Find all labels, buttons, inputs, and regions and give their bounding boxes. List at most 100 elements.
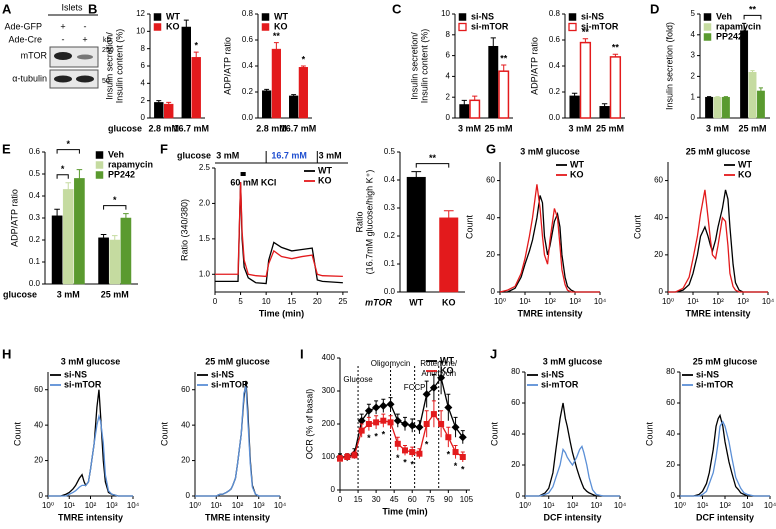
- x-tick-label: 10¹: [687, 297, 699, 306]
- series-line: [499, 184, 600, 293]
- event-label: Oligomycin: [371, 359, 411, 368]
- x-tick-label: 25: [338, 297, 347, 306]
- y-tick-label: 40: [654, 213, 663, 222]
- bar: [488, 45, 499, 119]
- error-bar: [750, 70, 755, 73]
- y-tick-label: 0: [659, 287, 664, 296]
- y-axis-label: Insulin content (%): [419, 29, 429, 104]
- chart-title: 3 mM glucose: [543, 356, 603, 366]
- marker: [458, 433, 467, 442]
- x-tick-label: 10⁴: [594, 297, 607, 306]
- y-axis-label: Insulin content (%): [114, 29, 124, 104]
- y-tick-label: 0.2: [384, 231, 396, 240]
- bar: [51, 215, 63, 285]
- x-tick-label: 0: [213, 297, 218, 306]
- error-bar: [65, 182, 72, 190]
- category-label: 3 mM: [57, 289, 80, 299]
- x-tick-label: 10⁴: [764, 501, 776, 510]
- legend-label: si-mTOR: [211, 379, 249, 389]
- x-tick-label: 10¹: [543, 501, 555, 510]
- legend-swatch: [153, 23, 162, 31]
- legend-label: si-mTOR: [64, 379, 102, 389]
- bar: [289, 95, 299, 119]
- y-tick-label: 2.0: [199, 199, 211, 208]
- x-axis-label: Time (min): [382, 506, 427, 516]
- x-tick-label: 10³: [590, 501, 602, 510]
- row-mark: -: [84, 21, 87, 31]
- x-tick-label: 10⁰: [519, 501, 531, 510]
- y-tick-label: 2: [691, 72, 696, 81]
- band: [54, 52, 72, 60]
- significance-label: **: [612, 43, 620, 53]
- error-bar: [601, 103, 608, 107]
- legend-label: KO: [274, 21, 288, 31]
- error-bar: [443, 210, 454, 218]
- bar: [74, 178, 85, 285]
- band: [54, 75, 72, 83]
- category-label: WT: [409, 297, 423, 307]
- x-tick-label: 10²: [567, 501, 579, 510]
- x-axis-label: TMRE intensity: [205, 512, 270, 522]
- x-tick-label: 10⁰: [674, 501, 686, 510]
- y-tick-label: 5: [691, 9, 696, 18]
- legend-label: si-mTOR: [581, 21, 619, 31]
- significance-label: *: [410, 459, 414, 469]
- marker: [438, 421, 445, 427]
- error-bar: [707, 96, 712, 98]
- y-tick-label: 60: [34, 385, 43, 394]
- bar: [439, 217, 459, 293]
- panel-label: I: [300, 346, 304, 361]
- marker: [445, 434, 452, 441]
- series-line: [525, 402, 620, 497]
- series-line: [668, 189, 768, 293]
- marker: [401, 420, 409, 428]
- panel-label: D: [650, 1, 659, 16]
- panel-label: E: [2, 141, 11, 156]
- y-axis-label: Count: [12, 422, 22, 447]
- y-tick-label: 1: [691, 92, 696, 101]
- legend-label: WT: [166, 11, 180, 21]
- x-tick-label: 10⁴: [274, 501, 287, 510]
- marker: [437, 373, 446, 382]
- y-axis-label: (16.7mM glucose/high K⁺): [364, 170, 374, 275]
- y-axis-label: ADP/ATP ratio: [529, 37, 539, 95]
- marker-label: 50: [102, 78, 110, 85]
- marker: [423, 421, 430, 427]
- y-tick-label: 80: [666, 367, 675, 376]
- x-tick-label: 10: [262, 297, 271, 306]
- y-tick-label: 40: [486, 213, 495, 222]
- y-tick-label: 20: [654, 250, 663, 259]
- x-tick-label: 5: [238, 297, 243, 306]
- significance-label: *: [194, 41, 198, 51]
- legend-label: KO: [166, 21, 180, 31]
- bar: [120, 217, 132, 285]
- y-axis-label: Count: [464, 215, 474, 240]
- bar: [748, 71, 757, 119]
- category-label: 25 mM: [596, 123, 624, 133]
- marker: [344, 454, 351, 460]
- x-axis-label: TMRE intensity: [58, 512, 123, 522]
- category-label: 2.8 mM: [148, 123, 179, 133]
- legend-swatch: [153, 13, 162, 21]
- bar: [262, 90, 272, 119]
- x-tick-label: 10²: [544, 297, 556, 306]
- category-label: 3 mM: [458, 123, 481, 133]
- legend-swatch: [568, 22, 577, 32]
- legend-swatch: [261, 13, 270, 21]
- y-tick-label: 4: [446, 72, 451, 81]
- y-tick-label: 0.6: [549, 35, 561, 44]
- y-tick-label: 60: [486, 176, 495, 185]
- error-bar: [183, 19, 189, 27]
- legend-swatch: [703, 33, 712, 41]
- error-bar: [291, 94, 297, 96]
- y-tick-label: 60: [654, 176, 663, 185]
- marker: [408, 421, 417, 430]
- series-line: [525, 444, 620, 497]
- x-tick-label: 10⁴: [614, 501, 627, 510]
- marker: [364, 406, 373, 415]
- y-tick-label: 20: [666, 460, 675, 469]
- legend-label: si-mTOR: [471, 21, 509, 31]
- legend-label: WT: [440, 355, 454, 365]
- error-bar: [501, 64, 507, 72]
- blot-panel: A Islets Ade-GFP + - Ade-Cre - + kD mTOR…: [2, 1, 114, 89]
